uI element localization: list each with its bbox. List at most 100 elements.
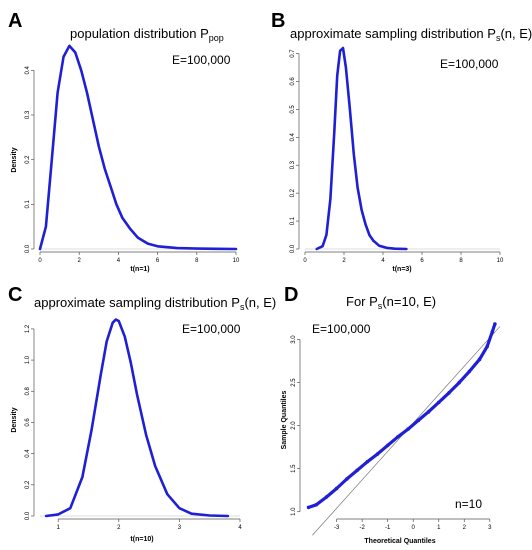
- x-tick-label: 1: [437, 525, 441, 531]
- qq-point: [334, 486, 339, 491]
- qq-point: [355, 468, 359, 473]
- x-tick-label: -2: [359, 525, 365, 531]
- x-tick-label: -1: [385, 525, 391, 531]
- x-tick-label: 10: [233, 258, 240, 264]
- x-tick-label: 8: [459, 258, 463, 264]
- x-tick-label: 4: [238, 525, 242, 531]
- panel-b-title-main: approximate sampling distribution P: [290, 26, 496, 41]
- panel-b-plot: 0 2 4 6 8 10 0.0 0.1 0.2 0.3 0.4 0.5 0.6 0.7: [290, 46, 504, 264]
- panel-c-title-sub: s: [240, 302, 245, 312]
- panel-a-title: population distribution Ppop: [70, 26, 224, 43]
- qq-point: [324, 495, 329, 499]
- panel-d-title: For Ps(n=10, E): [346, 294, 436, 311]
- panel-a-annotation: E=100,000: [172, 53, 231, 67]
- panel-a: A population distribution Ppop E=100,000…: [8, 10, 240, 273]
- panel-b-annotation: E=100,000: [440, 57, 499, 71]
- y-tick-label: 0.3: [25, 110, 31, 119]
- y-tick-label: 0.1: [290, 216, 296, 225]
- x-tick-label: 2: [463, 525, 467, 531]
- qq-point: [477, 357, 482, 362]
- y-tick-label: 0.1: [25, 200, 31, 209]
- y-tick-label: 0.2: [25, 155, 31, 164]
- x-tick-label: 2: [78, 258, 82, 264]
- panel-c-xlabel: t(n=10): [130, 536, 153, 543]
- panel-b-title-sub: s: [496, 33, 501, 43]
- x-tick-label: 3: [488, 525, 492, 531]
- x-tick-label: 0: [303, 258, 307, 264]
- y-tick-label: 3.0: [291, 335, 297, 344]
- x-tick-label: 2: [117, 525, 121, 531]
- panel-b-title: approximate sampling distribution Ps(n, …: [290, 26, 532, 43]
- y-tick-label: 0.0: [25, 244, 31, 253]
- panel-a-xlabel: t(n=1): [130, 266, 149, 273]
- x-tick-label: 6: [420, 258, 424, 264]
- y-tick-label: 2.0: [291, 421, 297, 430]
- y-tick-label: 0.7: [290, 49, 296, 58]
- qq-point: [385, 443, 390, 448]
- qq-point: [416, 418, 421, 423]
- panel-a-letter: A: [8, 10, 22, 32]
- y-tick-label: 0.4: [25, 66, 31, 75]
- y-tick-label: 0.2: [290, 188, 296, 197]
- y-tick-label: 0.4: [290, 133, 296, 142]
- qq-point: [447, 391, 451, 395]
- y-tick-label: 0.0: [290, 244, 296, 253]
- y-tick-label: 0.6: [25, 418, 31, 427]
- panel-b-letter: B: [271, 10, 285, 32]
- y-tick-label: 1.0: [25, 355, 31, 364]
- density-curve: [38, 44, 238, 251]
- y-tick-label: 1.2: [25, 324, 31, 333]
- qq-point: [436, 400, 441, 405]
- y-tick-label: 2.5: [291, 378, 297, 387]
- panel-a-plot: 0 2 4 6 8 10 0.0 0.1 0.2 0.3 0.4: [25, 44, 240, 264]
- x-tick-label: 2: [342, 258, 346, 264]
- panel-d-title-main: For P: [346, 294, 378, 309]
- qq-point: [365, 459, 370, 464]
- qq-point: [493, 322, 497, 326]
- panel-b-xlabel: t(n=3): [392, 266, 411, 273]
- panel-d: D For Ps(n=10, E) E=100,000 n=10 Sample …: [281, 284, 501, 545]
- x-tick-label: 4: [381, 258, 385, 264]
- panel-b: B approximate sampling distribution Ps(n…: [271, 10, 532, 273]
- qq-point: [457, 380, 461, 385]
- y-tick-label: 1.0: [291, 507, 297, 516]
- panel-d-annotation: E=100,000: [312, 322, 371, 336]
- y-tick-label: 1.5: [291, 464, 297, 473]
- panel-d-plot: -3 -2 -1 0 1 2 3 1.0 1.5 2.0 2.5 3.0: [291, 322, 501, 536]
- qq-point: [490, 329, 495, 334]
- qq-point: [467, 369, 472, 374]
- density-curve: [44, 318, 230, 518]
- panel-d-xlabel: Theoretical Quantiles: [364, 538, 435, 545]
- x-tick-label: 3: [178, 525, 182, 531]
- x-tick-label: 0: [38, 258, 42, 264]
- qq-point: [375, 452, 380, 456]
- panel-b-title-tail: (n, E): [500, 26, 532, 41]
- y-tick-label: 0.2: [25, 480, 31, 489]
- qq-points-band: [307, 322, 497, 509]
- y-tick-label: 0.3: [290, 160, 296, 169]
- panel-c: C approximate sampling distribution Ps(n…: [8, 284, 276, 543]
- panel-c-annotation: E=100,000: [182, 322, 241, 336]
- qq-point: [396, 435, 400, 439]
- y-tick-label: 0.0: [25, 511, 31, 520]
- x-tick-label: 6: [156, 258, 160, 264]
- panel-d-ylabel: Sample Quantiles: [281, 391, 288, 450]
- panel-a-title-main: population distribution P: [70, 26, 209, 41]
- qq-point: [426, 410, 431, 414]
- panel-a-ylabel: Density: [11, 147, 18, 172]
- x-tick-label: -3: [334, 525, 340, 531]
- x-tick-label: 0: [412, 525, 416, 531]
- qq-point: [306, 505, 311, 510]
- qq-point: [406, 427, 410, 431]
- panel-d-letter: D: [284, 284, 298, 306]
- panel-d-title-tail: (n=10, E): [382, 294, 436, 309]
- y-tick-label: 0.8: [25, 386, 31, 395]
- y-tick-label: 0.4: [25, 449, 31, 458]
- y-tick-label: 0.5: [290, 105, 296, 114]
- y-tick-label: 0.6: [290, 77, 296, 86]
- panel-a-title-sub: pop: [209, 33, 224, 43]
- panel-c-letter: C: [8, 284, 22, 306]
- x-tick-label: 10: [497, 258, 504, 264]
- panel-c-ylabel: Density: [11, 407, 18, 432]
